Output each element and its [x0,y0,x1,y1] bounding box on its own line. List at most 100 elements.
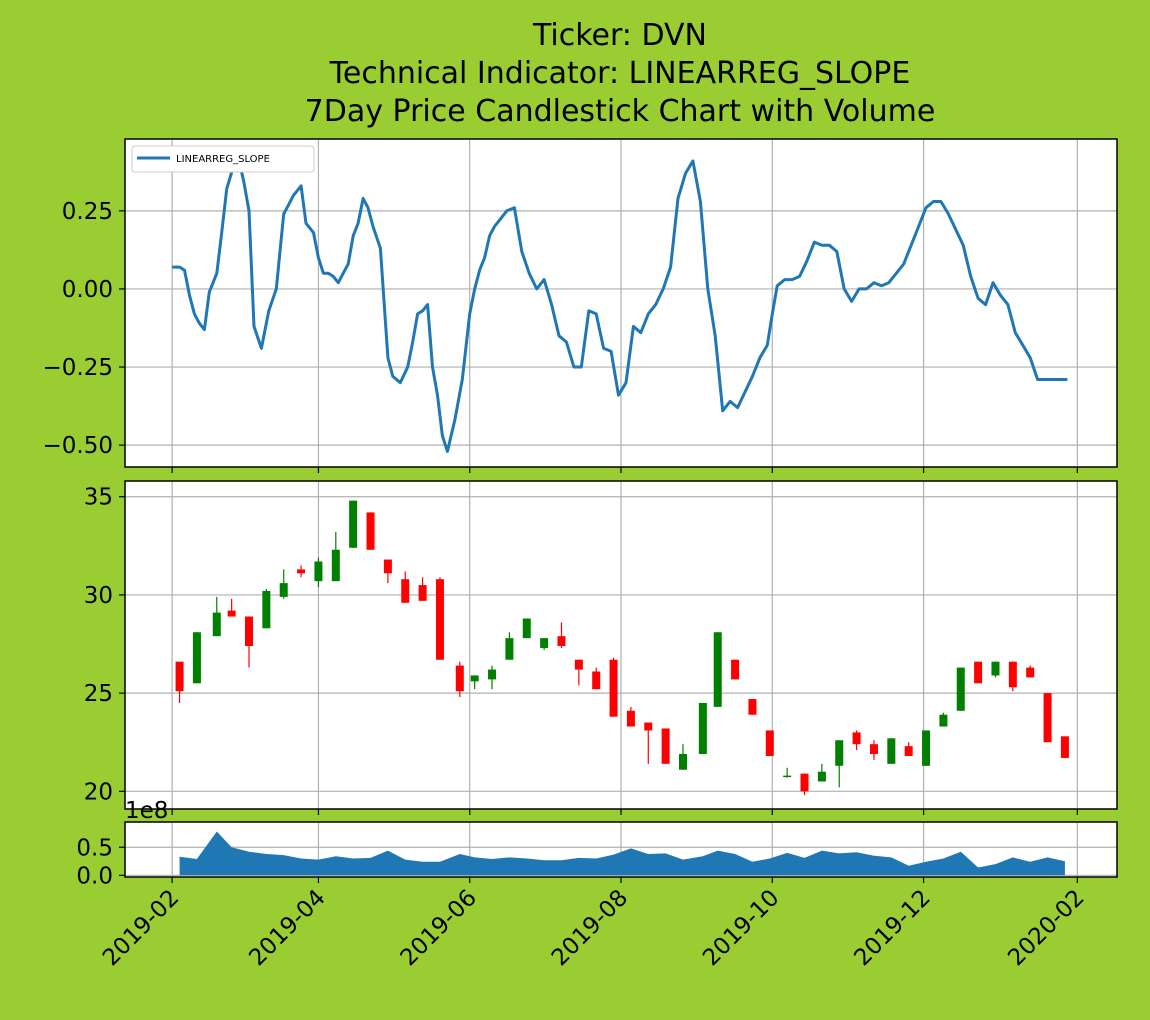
candle-2019-03-11 [262,589,271,629]
candle-body [974,661,983,684]
candle-2019-05-13 [418,577,427,601]
candle-2019-03-18 [279,569,288,599]
candle-body [574,659,583,670]
candle-2019-04-01 [314,557,323,588]
price-ytick-label-1: 25 [84,681,113,707]
candle-body [852,732,861,745]
candle-body [609,659,618,717]
price-ytick-label-0: 20 [84,779,113,805]
candle-body [227,610,236,617]
candle-body [713,632,722,707]
candle-2019-07-01 [540,638,549,650]
candle-2019-10-14 [800,773,809,796]
candle-2019-07-29 [609,657,618,717]
candle-body [557,636,566,646]
candle-body [212,612,221,637]
candle-2019-03-25 [297,565,306,578]
candle-body [540,638,549,648]
candle-2019-04-22 [366,512,375,550]
candle-body [698,702,707,755]
volume-ytick-label-1: 0.5 [76,835,113,861]
candle-body [418,585,427,601]
candle-body [1008,661,1017,688]
candle-2019-06-10 [488,665,497,690]
chart-title-line-3: 7Day Price Candlestick Chart with Volume [305,94,936,129]
candle-body [245,616,253,646]
candle-body [1043,693,1052,743]
indicator-ytick-label-0: 0.25 [62,199,113,225]
candle-body [279,583,288,597]
candle-2019-04-29 [383,559,392,584]
candle-2019-08-12 [644,722,653,764]
candle-body [592,671,601,690]
candle-2019-02-04 [175,661,184,703]
candle-body [731,659,740,680]
candle-body [644,722,653,731]
candle-body [748,699,757,715]
candle-body [192,632,201,684]
candle-2019-08-19 [661,728,670,764]
candle-2019-12-02 [922,730,931,766]
candle-body [262,590,271,629]
candle-body [1026,667,1035,678]
candle-body [817,771,826,782]
candle-body [455,665,464,692]
candle-2019-03-04 [245,616,253,668]
candle-2019-02-19 [212,596,221,637]
indicator-panel: 0.25 0.00 −0.25 −0.50 LINEARREG_SLOPE [43,138,1118,473]
candle-2019-02-11 [192,632,201,684]
candle-2019-09-09 [713,632,722,707]
candle-body [835,740,844,766]
candle-body [626,710,635,727]
candle-2019-12-16 [956,667,965,711]
candle-2019-07-15 [574,659,583,686]
candle-body [991,661,1000,676]
candle-body [175,661,184,692]
candle-2019-11-18 [887,738,896,764]
candle-body [661,728,670,764]
candle-body [939,714,948,727]
candle-body [783,775,792,778]
candle-2019-02-25 [227,598,236,617]
candle-body [435,579,444,660]
candle-2019-05-20 [435,577,444,660]
legend-entry-label: LINEARREG_SLOPE [176,154,270,165]
candle-body [349,500,358,548]
candle-2019-10-07 [783,767,792,778]
candle-body [297,569,306,574]
candle-body [904,746,913,756]
candle-2019-12-09 [939,712,948,727]
candle-2019-11-25 [904,742,913,756]
candle-2020-01-27 [1060,736,1069,758]
candle-2019-09-16 [731,659,740,680]
indicator-legend: LINEARREG_SLOPE [131,145,315,173]
candle-2019-04-15 [349,500,358,548]
candle-2019-04-08 [331,532,340,582]
candle-2019-09-23 [748,699,757,715]
chart-title-line-2: Technical Indicator: LINEARREG_SLOPE [329,56,911,91]
candle-body [869,744,878,755]
candle-body [401,579,410,603]
volume-offset-label: 1e8 [125,798,168,824]
price-frame [124,480,1118,810]
candle-body [366,512,375,550]
candle-2019-07-08 [557,622,566,648]
candle-2019-05-28 [455,661,464,698]
indicator-series-line [172,159,1068,453]
indicator-ytick-label-2: −0.25 [43,355,113,381]
candle-body [383,559,392,574]
candle-body [522,618,531,639]
candle-2019-12-30 [991,661,1000,678]
candle-body [314,561,323,582]
candle-body [488,669,497,680]
candle-body [887,738,896,764]
candle-2019-06-03 [470,675,479,690]
candle-body [765,730,774,756]
chart-title-line-1: Ticker: DVN [532,18,707,53]
indicator-ytick-label-3: −0.50 [43,433,113,459]
candle-2019-08-05 [626,706,635,727]
volume-frame [124,821,1118,878]
candle-2020-01-06 [1008,661,1017,692]
candle-body [956,667,965,711]
